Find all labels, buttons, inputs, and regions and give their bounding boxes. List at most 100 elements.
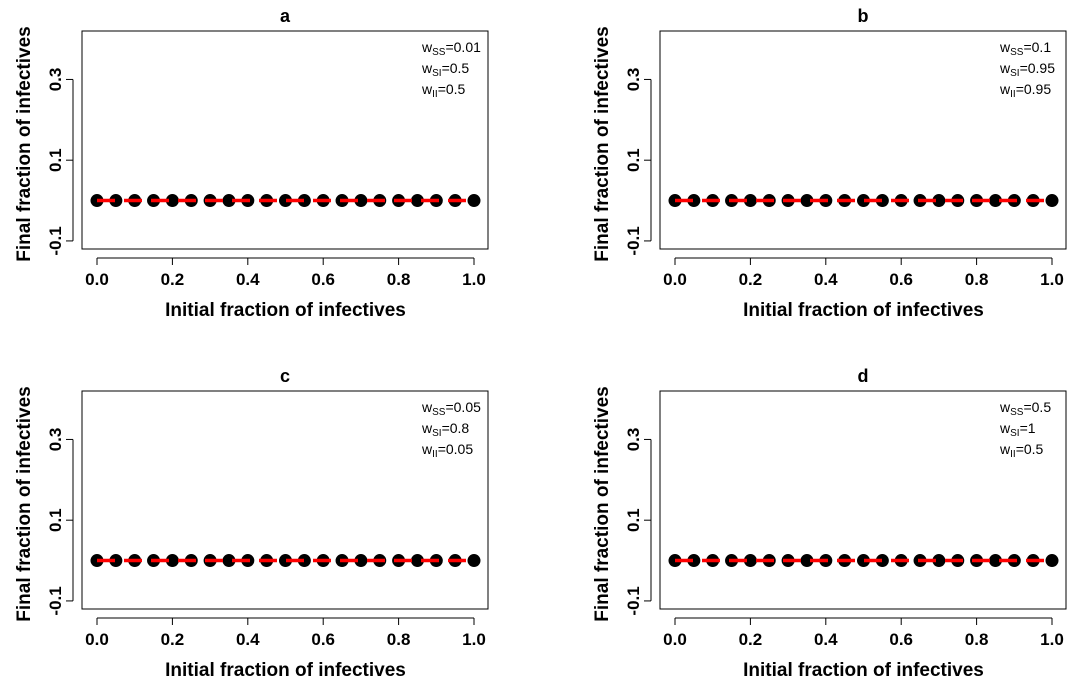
y-tick-label: 0.3 (46, 428, 65, 452)
y-tick-label: -0.1 (46, 226, 65, 255)
y-tick-label: 0.1 (46, 148, 65, 172)
x-tick-label: 0.0 (85, 270, 109, 289)
x-tick-label: 0.4 (814, 630, 838, 649)
data-point (1045, 554, 1059, 568)
panel-title: a (280, 6, 291, 26)
data-point (410, 554, 424, 568)
data-point (165, 194, 179, 208)
y-tick-label: 0.3 (46, 68, 65, 92)
panel-a: a 0.0 0.2 0.4 0.6 0.8 1.0 Initial fraction of i… (14, 6, 489, 321)
panel-d: d 0.0 0.2 0.4 0.6 0.8 1.0 Initial fraction of i… (592, 366, 1067, 681)
data-point (354, 554, 368, 568)
data-point (875, 554, 889, 568)
y-axis-label: Final fraction of infectives (592, 386, 613, 621)
x-tick-label: 0.2 (161, 630, 185, 649)
y-tick-label: -0.1 (46, 586, 65, 615)
param-label: wSS=0.01 (421, 39, 481, 58)
x-tick-label: 0.8 (965, 630, 989, 649)
data-point (988, 194, 1002, 208)
data-point (800, 554, 814, 568)
data-point (297, 194, 311, 208)
x-tick-label: 0.2 (739, 270, 763, 289)
data-point (222, 554, 236, 568)
data-point (875, 194, 889, 208)
panel-b: b 0.0 0.2 0.4 0.6 0.8 1.0 Initial fraction of i… (592, 6, 1067, 321)
data-point (354, 194, 368, 208)
x-tick-label: 0.4 (236, 270, 260, 289)
y-tick-label: 0.3 (624, 428, 643, 452)
plot-frame (659, 30, 1067, 250)
param-label: wII=0.5 (421, 81, 466, 100)
data-point (467, 194, 481, 208)
data-point (743, 554, 757, 568)
data-point (467, 554, 481, 568)
x-tick-label: 0.8 (965, 270, 989, 289)
panel-title: d (858, 366, 869, 386)
x-axis-label: Initial fraction of infectives (165, 660, 406, 681)
y-axis-label: Final fraction of infectives (14, 26, 35, 261)
y-tick-label: 0.1 (624, 508, 643, 532)
plot-frame (81, 30, 489, 250)
y-axis-label: Final fraction of infectives (14, 386, 35, 621)
param-label: wSI=1 (999, 420, 1036, 439)
x-tick-label: 0.0 (85, 630, 109, 649)
data-point (857, 194, 870, 208)
y-tick-label: 0.3 (624, 68, 643, 92)
y-tick-label: 0.1 (46, 508, 65, 532)
param-label: wII=0.95 (999, 81, 1051, 100)
x-tick-label: 0.4 (814, 270, 838, 289)
x-tick-label: 1.0 (462, 270, 486, 289)
x-tick-label: 0.6 (889, 630, 913, 649)
x-tick-label: 1.0 (462, 630, 486, 649)
x-axis-label: Initial fraction of infectives (743, 660, 984, 681)
x-axis-label: Initial fraction of infectives (743, 300, 984, 321)
data-point (279, 554, 292, 568)
y-tick-label: -0.1 (624, 586, 643, 615)
param-label: wSI=0.5 (421, 60, 469, 79)
param-label: wSS=0.1 (999, 39, 1051, 58)
param-label: wSS=0.5 (999, 399, 1051, 418)
y-axis-label: Final fraction of infectives (592, 26, 613, 261)
x-tick-label: 0.2 (161, 270, 185, 289)
x-tick-label: 0.2 (739, 630, 763, 649)
x-tick-label: 0.6 (889, 270, 913, 289)
data-point (988, 554, 1002, 568)
data-point (857, 554, 870, 568)
param-label: wSI=0.95 (999, 60, 1055, 79)
x-tick-label: 0.6 (311, 270, 335, 289)
x-tick-label: 0.8 (387, 630, 411, 649)
data-point (1045, 194, 1059, 208)
x-tick-label: 0.0 (663, 270, 687, 289)
x-tick-label: 1.0 (1040, 270, 1064, 289)
data-point (687, 194, 701, 208)
x-tick-label: 1.0 (1040, 630, 1064, 649)
data-point (279, 194, 292, 208)
data-point (743, 194, 757, 208)
param-label: wII=0.5 (999, 441, 1044, 460)
panel-c: c 0.0 0.2 0.4 0.6 0.8 1.0 Initial fraction of i… (14, 366, 489, 681)
x-tick-label: 0.8 (387, 270, 411, 289)
data-point (109, 194, 123, 208)
x-axis-label: Initial fraction of infectives (165, 300, 406, 321)
x-tick-label: 0.4 (236, 630, 260, 649)
plot-frame (81, 390, 489, 610)
y-tick-label: -0.1 (624, 226, 643, 255)
param-label: wII=0.05 (421, 441, 473, 460)
x-tick-label: 0.6 (311, 630, 335, 649)
data-point (800, 194, 814, 208)
data-point (165, 554, 179, 568)
data-point (687, 554, 701, 568)
param-label: wSS=0.05 (421, 399, 481, 418)
data-point (410, 194, 424, 208)
param-label: wSI=0.8 (421, 420, 469, 439)
data-point (222, 194, 236, 208)
y-tick-label: 0.1 (624, 148, 643, 172)
panel-title: c (280, 366, 290, 386)
data-point (932, 554, 946, 568)
data-point (297, 554, 311, 568)
panel-title: b (858, 6, 869, 26)
data-point (109, 554, 123, 568)
x-tick-label: 0.0 (663, 630, 687, 649)
